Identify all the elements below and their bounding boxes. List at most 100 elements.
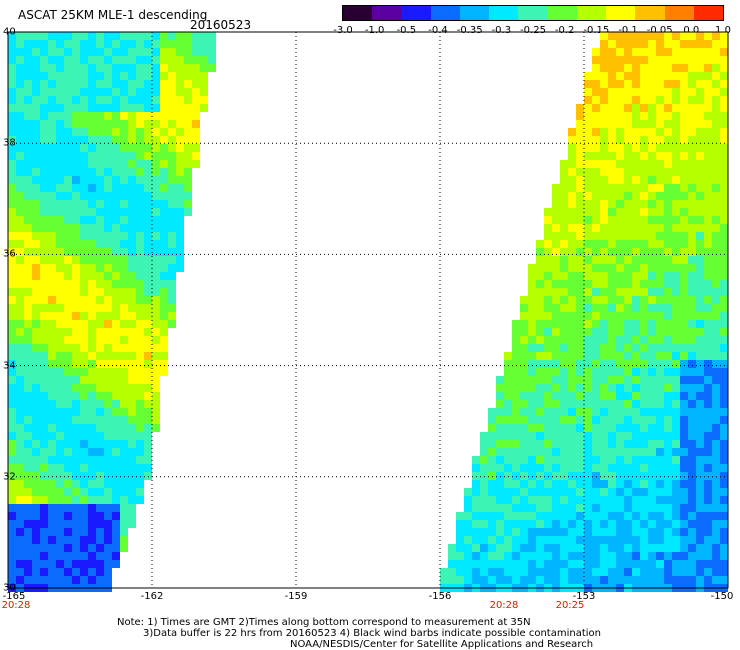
data-cell	[88, 312, 96, 320]
data-cell	[536, 456, 544, 464]
data-cell	[552, 216, 560, 224]
data-cell	[544, 384, 552, 392]
data-cell	[24, 440, 32, 448]
data-cell	[48, 520, 56, 528]
data-cell	[592, 424, 600, 432]
data-cell	[64, 408, 72, 416]
data-cell	[144, 160, 152, 168]
data-cell	[568, 472, 576, 480]
data-cell	[656, 376, 664, 384]
data-cell	[104, 192, 112, 200]
data-cell	[608, 496, 616, 504]
data-cell	[520, 384, 528, 392]
data-cell	[608, 176, 616, 184]
data-cell	[688, 408, 696, 416]
data-cell	[592, 560, 600, 568]
data-cell	[488, 520, 496, 528]
data-cell	[720, 336, 728, 344]
data-cell	[600, 192, 608, 200]
data-cell	[104, 400, 112, 408]
data-cell	[712, 288, 720, 296]
data-cell	[64, 88, 72, 96]
data-cell	[72, 288, 80, 296]
data-cell	[632, 240, 640, 248]
data-cell	[616, 416, 624, 424]
data-cell	[640, 400, 648, 408]
data-cell	[32, 528, 40, 536]
data-cell	[568, 568, 576, 576]
data-cell	[40, 288, 48, 296]
data-cell	[136, 400, 144, 408]
data-cell	[128, 264, 136, 272]
data-cell	[680, 408, 688, 416]
data-cell	[720, 504, 728, 512]
data-cell	[488, 552, 496, 560]
data-cell	[488, 472, 496, 480]
data-cell	[144, 416, 152, 424]
data-cell	[72, 64, 80, 72]
data-cell	[576, 280, 584, 288]
data-cell	[88, 552, 96, 560]
data-cell	[632, 208, 640, 216]
data-cell	[16, 480, 24, 488]
data-cell	[472, 512, 480, 520]
data-cell	[688, 360, 696, 368]
data-cell	[32, 328, 40, 336]
data-cell	[96, 168, 104, 176]
data-cell	[704, 560, 712, 568]
data-cell	[608, 304, 616, 312]
data-cell	[48, 96, 56, 104]
data-cell	[16, 360, 24, 368]
data-cell	[704, 440, 712, 448]
data-cell	[592, 472, 600, 480]
data-cell	[648, 448, 656, 456]
data-cell	[48, 136, 56, 144]
data-cell	[648, 560, 656, 568]
data-cell	[144, 240, 152, 248]
color-scale-tick: -0.15	[583, 25, 610, 36]
data-cell	[176, 104, 184, 112]
data-cell	[144, 224, 152, 232]
data-cell	[40, 312, 48, 320]
data-cell	[136, 312, 144, 320]
data-cell	[112, 424, 120, 432]
data-cell	[48, 480, 56, 488]
data-cell	[704, 152, 712, 160]
data-cell	[544, 512, 552, 520]
data-cell	[544, 360, 552, 368]
data-cell	[680, 256, 688, 264]
data-cell	[712, 232, 720, 240]
data-cell	[200, 72, 208, 80]
data-cell	[656, 440, 664, 448]
data-cell	[160, 264, 168, 272]
data-cell	[56, 112, 64, 120]
data-cell	[632, 512, 640, 520]
data-cell	[40, 160, 48, 168]
data-cell	[704, 336, 712, 344]
data-cell	[88, 136, 96, 144]
data-cell	[168, 168, 176, 176]
data-cell	[72, 512, 80, 520]
data-cell	[144, 264, 152, 272]
data-cell	[704, 256, 712, 264]
data-cell	[128, 392, 136, 400]
data-cell	[104, 272, 112, 280]
data-cell	[8, 104, 16, 112]
data-cell	[624, 336, 632, 344]
data-cell	[704, 352, 712, 360]
data-cell	[56, 320, 64, 328]
data-cell	[120, 80, 128, 88]
data-cell	[568, 136, 576, 144]
data-cell	[464, 576, 472, 584]
data-cell	[704, 48, 712, 56]
data-cell	[72, 256, 80, 264]
data-cell	[40, 432, 48, 440]
data-cell	[104, 80, 112, 88]
data-cell	[88, 264, 96, 272]
data-cell	[536, 312, 544, 320]
data-cell	[32, 240, 40, 248]
data-cell	[680, 464, 688, 472]
data-cell	[128, 288, 136, 296]
data-cell	[576, 376, 584, 384]
data-cell	[592, 296, 600, 304]
